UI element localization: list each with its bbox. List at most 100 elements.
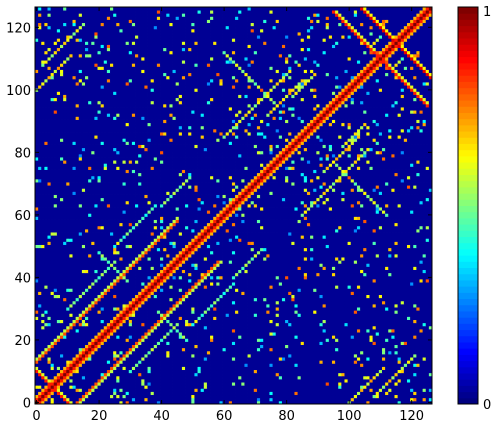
heatmap-cell <box>325 394 330 399</box>
heatmap-cell <box>119 310 123 314</box>
heatmap-cell <box>428 375 433 380</box>
heatmap-cell <box>266 303 270 308</box>
heatmap-cell <box>247 319 252 324</box>
heatmap-cell <box>403 307 408 311</box>
heatmap-cell <box>291 344 295 349</box>
heatmap-cell <box>163 291 167 295</box>
heatmap-cell <box>422 397 427 402</box>
heatmap-cell <box>81 397 86 402</box>
heatmap-cell <box>210 300 214 305</box>
heatmap-cell <box>360 363 364 367</box>
heatmap-cell <box>269 335 273 339</box>
heatmap-cell <box>338 385 342 389</box>
heatmap-cell <box>56 332 61 336</box>
heatmap-cell <box>200 332 205 336</box>
heatmap-cell <box>294 400 298 405</box>
heatmap-cell <box>288 297 292 302</box>
heatmap-cell <box>425 313 430 317</box>
heatmap-cell <box>135 366 139 371</box>
heatmap-cell <box>125 297 130 302</box>
heatmap-cell <box>44 350 48 355</box>
heatmap-cell <box>100 307 105 311</box>
heatmap-cell <box>250 328 255 333</box>
heatmap-cell <box>391 391 395 396</box>
heatmap-cell <box>185 310 189 314</box>
heatmap-cell <box>319 366 323 371</box>
heatmap-cell <box>253 372 258 377</box>
heatmap-cell <box>166 375 170 380</box>
heatmap-cell <box>375 366 380 371</box>
heatmap-cell <box>188 338 192 342</box>
heatmap-cell <box>247 357 252 361</box>
heatmap-cell <box>163 394 167 399</box>
heatmap-cell <box>188 369 192 374</box>
heatmap-cell <box>306 382 311 386</box>
heatmap-cell <box>360 332 364 336</box>
heatmap-cell <box>38 310 42 314</box>
heatmap-cell <box>369 288 374 292</box>
heatmap-cell <box>110 325 114 330</box>
heatmap-cell <box>347 366 352 371</box>
heatmap-cell <box>347 375 352 380</box>
heatmap-cell <box>241 357 245 361</box>
heatmap-cell <box>247 332 252 336</box>
heatmap-cell <box>235 313 239 317</box>
heatmap-cell <box>172 366 177 371</box>
heatmap-cell <box>110 319 114 324</box>
heatmap-cell <box>94 307 98 311</box>
heatmap-cell <box>369 400 374 405</box>
heatmap-cell <box>391 313 395 317</box>
heatmap-cell <box>328 341 333 346</box>
heatmap-cell <box>106 372 111 377</box>
heatmap-cell <box>200 366 205 371</box>
heatmap-cell <box>44 332 48 336</box>
heatmap-cell <box>103 325 108 330</box>
heatmap-cell <box>197 310 202 314</box>
heatmap-cell <box>178 322 183 327</box>
heatmap-cell <box>253 335 258 339</box>
heatmap-cell <box>372 344 377 349</box>
heatmap-cell <box>319 388 323 392</box>
heatmap-cell <box>53 378 58 383</box>
heatmap-cell <box>375 322 380 327</box>
heatmap-cell <box>356 378 361 383</box>
heatmap-cell <box>175 303 180 308</box>
heatmap-cell <box>303 366 308 371</box>
heatmap-cell <box>88 332 92 336</box>
heatmap-cell <box>347 350 352 355</box>
heatmap-cell <box>53 341 58 346</box>
heatmap-cell <box>341 388 345 392</box>
heatmap-cell <box>47 322 52 327</box>
heatmap-cell <box>94 278 98 283</box>
heatmap-cell <box>106 400 111 405</box>
heatmap-cell <box>331 394 336 399</box>
heatmap-cell <box>181 300 186 305</box>
heatmap-cell <box>41 310 45 314</box>
heatmap-cell <box>122 291 127 295</box>
heatmap-cell <box>56 297 61 302</box>
heatmap-cell <box>378 385 383 389</box>
heatmap-cell <box>247 341 252 346</box>
heatmap-cell <box>94 294 98 299</box>
heatmap-cell <box>66 369 70 374</box>
heatmap-cell <box>222 372 227 377</box>
heatmap-cell <box>150 328 155 333</box>
heatmap-cell <box>131 400 136 405</box>
heatmap-cell <box>213 385 217 389</box>
heatmap-cell <box>381 350 386 355</box>
heatmap-cell <box>178 372 183 377</box>
heatmap-cell <box>47 397 52 402</box>
heatmap-cell <box>175 360 180 364</box>
heatmap-cell <box>50 360 55 364</box>
heatmap-cell <box>113 357 117 361</box>
heatmap-cell <box>125 385 130 389</box>
heatmap-cell <box>153 397 158 402</box>
heatmap-cell <box>338 332 342 336</box>
heatmap-cell <box>78 385 83 389</box>
heatmap-cell <box>163 278 167 283</box>
heatmap-cell <box>135 357 139 361</box>
heatmap-cell <box>150 313 155 317</box>
heatmap-cell <box>238 322 242 327</box>
heatmap-cell <box>360 316 364 320</box>
heatmap-cell <box>406 285 411 289</box>
